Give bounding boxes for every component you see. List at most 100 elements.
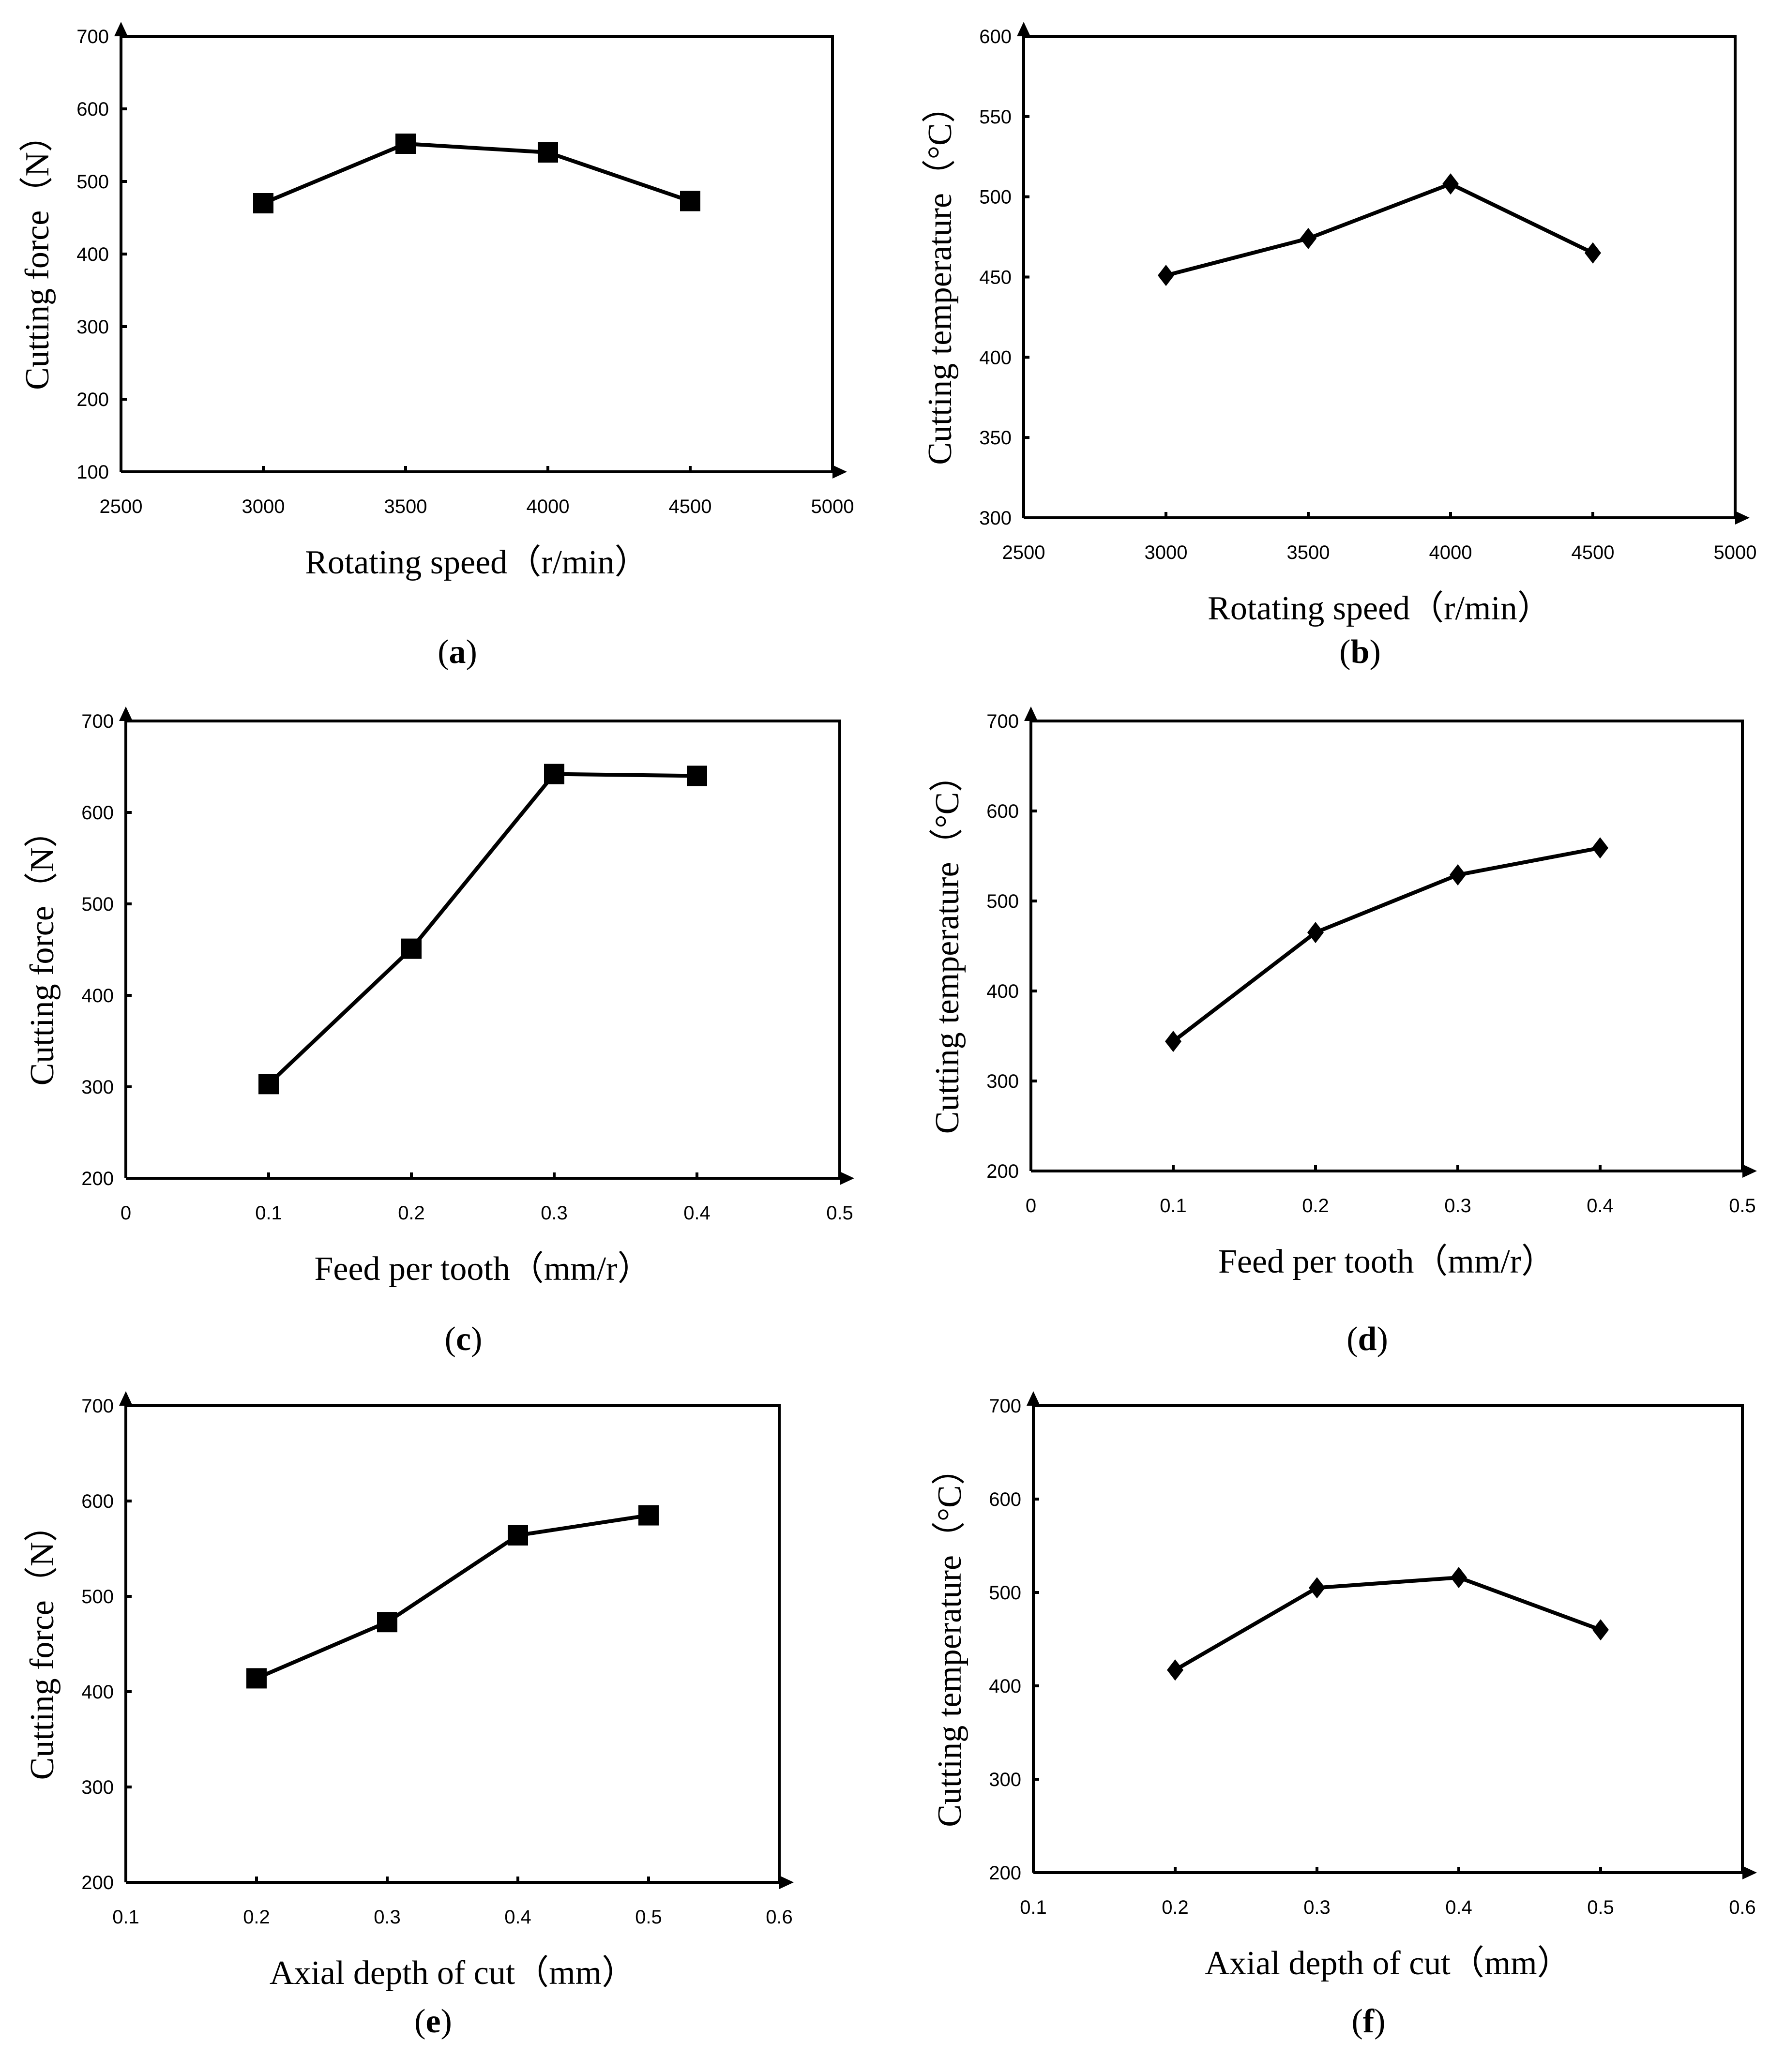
y-tick-label: 400 [81,1682,114,1703]
y-tick-label: 200 [989,1862,1021,1884]
x-axis-title: Rotating speed（r/min） [305,544,649,581]
panel-caption: (b) [1339,633,1381,671]
y-axis-arrow-icon [119,1391,133,1406]
x-axis-arrow-icon [1735,511,1750,525]
panel-caption: (f) [1352,2003,1386,2040]
x-tick-label: 0.4 [1587,1195,1614,1216]
y-tick-label: 200 [986,1161,1019,1182]
data-point [680,191,700,211]
chart-panel-c: 200 300 400 500 600 700 0 0.1 0.2 0.3 0.4 0.5 Feed p… [24,706,854,1358]
chart-panel-b: 300 350 400 450 500 550 600 2500 3000 3500 4000 450… [922,22,1756,671]
y-tick-label: 400 [979,347,1012,368]
plot-frame [126,720,841,1178]
x-axis-title: Axial depth of cut（mm） [1205,1945,1571,1982]
data-point [1300,227,1316,249]
x-tick-label: 0 [1026,1195,1036,1216]
x-tick-label: 0.6 [766,1907,793,1928]
y-axis-title: Cutting temperature（°C） [929,758,966,1134]
y-tick-label: 600 [81,1491,114,1512]
data-point [1165,1031,1181,1052]
data-point [1592,1619,1609,1641]
x-tick-label: 0.3 [541,1202,568,1224]
y-tick-label: 400 [76,244,109,265]
x-tick-label: 3500 [384,496,427,517]
y-tick-label: 500 [986,891,1019,912]
y-tick-label: 600 [989,1489,1021,1510]
x-axis-title: Axial depth of cut（mm） [270,1954,635,1992]
y-tick-label: 200 [81,1872,114,1893]
y-tick-label: 400 [81,985,114,1006]
plot-frame [1033,1404,1744,1873]
series-line [1165,182,1594,278]
plot-frame [1024,35,1737,518]
x-tick-label: 0.2 [398,1202,425,1224]
y-tick-label: 300 [81,1077,114,1098]
x-tick-label: 0.5 [635,1907,662,1928]
x-tick-label: 0.3 [374,1907,401,1928]
series-line [1172,846,1601,1043]
data-point [1592,837,1608,859]
y-tick-label: 300 [989,1769,1021,1790]
y-tick-label: 500 [81,894,114,915]
y-axis-title: Cutting temperature（°C） [931,1451,968,1827]
x-tick-label: 4500 [1572,542,1615,563]
chart-panel-a: 100 200 300 400 500 600 700 2500 3000 3500 4000 450… [19,22,854,671]
series-line [262,142,691,205]
y-tick-label: 600 [76,99,109,120]
y-axis-title: Cutting force（N） [19,118,56,390]
x-tick-label: 0.1 [112,1907,139,1928]
y-axis-title: Cutting force（N） [24,1508,61,1780]
y-tick-label: 300 [81,1777,114,1798]
x-tick-label: 3500 [1287,542,1330,563]
y-tick-label: 450 [979,267,1012,288]
y-tick-label: 500 [81,1586,114,1607]
data-point [638,1505,659,1526]
series-line [1174,1576,1602,1672]
x-tick-label: 2500 [100,496,143,517]
x-axis-arrow-icon [1742,1164,1757,1178]
y-tick-label: 600 [979,26,1012,47]
x-axis-title: Feed per tooth（mm/r） [1218,1243,1555,1280]
y-tick-label: 100 [76,462,109,483]
y-tick-label: 700 [989,1396,1021,1417]
y-tick-label: 600 [986,801,1019,822]
x-tick-label: 5000 [811,496,854,517]
y-axis-arrow-icon [1017,22,1030,36]
x-tick-label: 4000 [527,496,570,517]
x-tick-label: 0.2 [1162,1897,1189,1918]
chart-panel-e: 200 300 400 500 600 700 0.1 0.2 0.3 0.4 0.5 0.6 Axia… [24,1391,794,2040]
x-tick-label: 0.4 [504,1907,531,1928]
x-tick-label: 0.1 [1020,1897,1047,1918]
x-axis-title: Rotating speed（r/min） [1208,590,1551,627]
y-axis-title: Cutting force（N） [24,814,61,1086]
y-tick-label: 400 [986,981,1019,1002]
panel-caption: (a) [438,633,477,671]
x-tick-label: 3000 [1145,542,1188,563]
y-axis-arrow-icon [114,22,128,36]
y-tick-label: 200 [81,1168,114,1189]
data-point [1167,1659,1183,1681]
y-axis-arrow-icon [1027,1391,1040,1406]
data-point [1309,1577,1325,1599]
y-tick-label: 350 [979,427,1012,449]
data-point [538,142,558,163]
data-point [1450,864,1466,886]
x-tick-label: 0.4 [1445,1897,1472,1918]
y-axis-title: Cutting temperature（°C） [922,89,959,465]
data-point [687,766,707,786]
x-tick-label: 0.2 [1302,1195,1329,1216]
data-point [1451,1567,1467,1589]
y-tick-label: 500 [76,171,109,193]
y-tick-label: 300 [986,1071,1019,1092]
data-point [246,1668,267,1689]
data-point [401,938,422,959]
data-point [258,1074,279,1095]
chart-panel-d: 200 300 400 500 600 700 0 0.1 0.2 0.3 0.4 0.5 Feed p… [929,706,1757,1358]
data-point [1585,242,1601,264]
y-tick-label: 500 [979,187,1012,208]
x-tick-label: 0.3 [1444,1195,1471,1216]
x-tick-label: 0.1 [255,1202,282,1224]
data-point [1307,922,1324,944]
series-line [267,772,697,1086]
